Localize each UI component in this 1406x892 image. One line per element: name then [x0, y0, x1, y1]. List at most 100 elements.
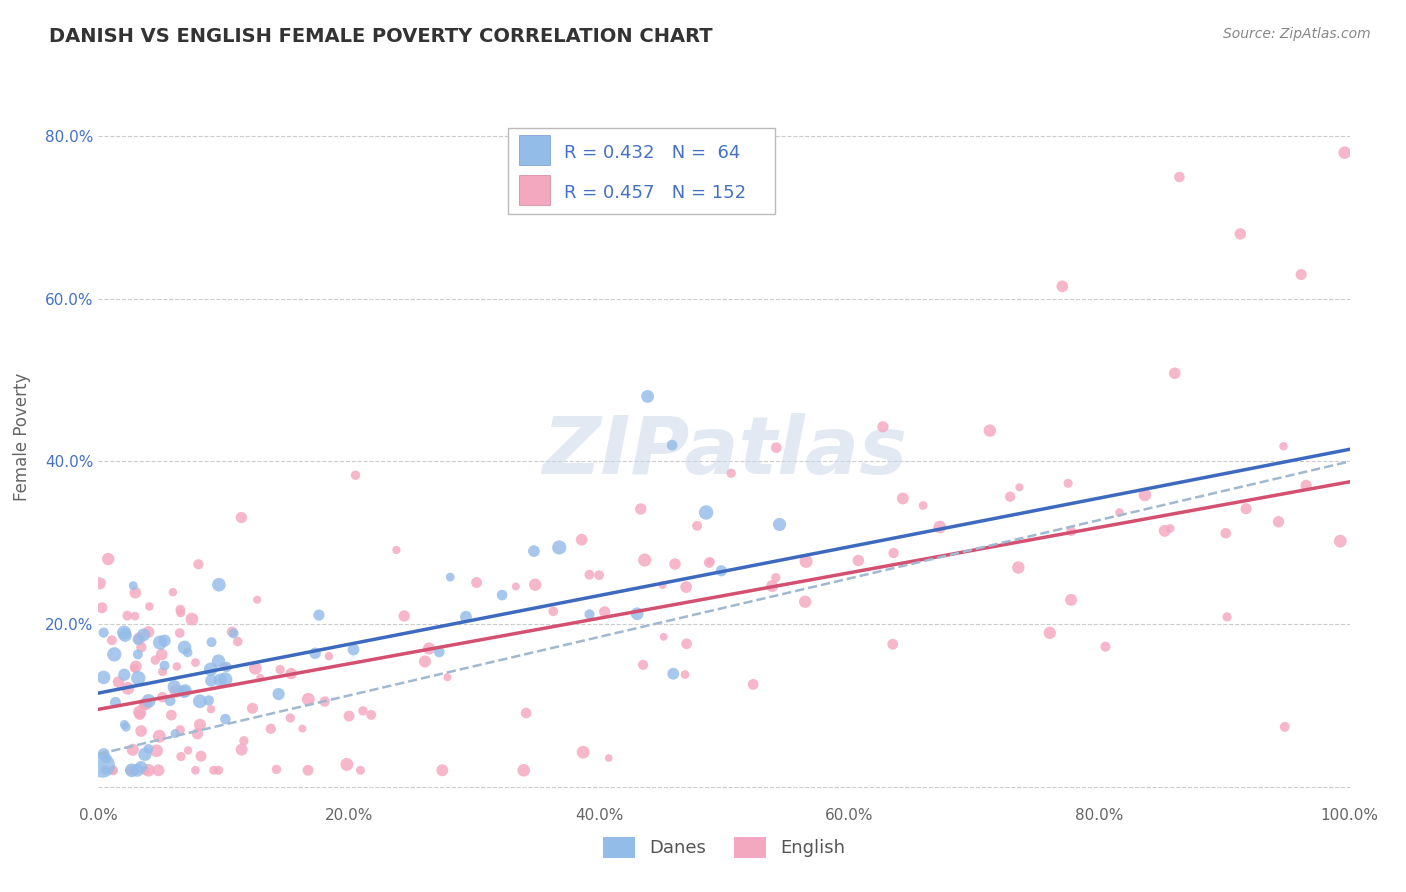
Point: [761, 579, 783, 593]
Point: [212, 659, 235, 673]
Point: [169, 606, 191, 620]
Point: [128, 707, 150, 722]
Point: [637, 389, 659, 403]
Point: [883, 546, 905, 560]
Point: [1164, 366, 1187, 380]
Point: [173, 640, 195, 655]
Point: [1052, 279, 1074, 293]
Point: [222, 626, 245, 640]
Point: [170, 749, 193, 764]
Point: [392, 609, 415, 624]
Point: [1094, 640, 1116, 654]
Point: [465, 575, 488, 590]
Point: [138, 599, 160, 614]
Point: [188, 694, 211, 708]
Point: [979, 424, 1001, 438]
Point: [93, 670, 115, 684]
Point: [1133, 488, 1156, 502]
Point: [174, 683, 197, 698]
Point: [673, 667, 696, 681]
Point: [872, 420, 894, 434]
Point: [349, 764, 371, 778]
Point: [1216, 610, 1239, 624]
Point: [153, 658, 176, 673]
Point: [207, 654, 229, 668]
Point: [626, 607, 648, 621]
Point: [304, 646, 326, 660]
Point: [134, 764, 156, 778]
Point: [699, 554, 721, 568]
Point: [184, 656, 207, 670]
Point: [138, 624, 160, 639]
Point: [127, 632, 149, 647]
Point: [103, 648, 125, 662]
Point: [112, 667, 135, 681]
Point: [1289, 268, 1312, 282]
Text: R = 0.432   N =  64: R = 0.432 N = 64: [564, 144, 740, 161]
Point: [794, 554, 817, 568]
Point: [104, 695, 127, 709]
Point: [145, 744, 167, 758]
Point: [794, 595, 817, 609]
Point: [710, 564, 733, 578]
Point: [91, 758, 114, 772]
Point: [135, 697, 157, 711]
Point: [207, 764, 229, 778]
Point: [578, 607, 600, 622]
Point: [686, 518, 709, 533]
Point: [177, 743, 200, 757]
Point: [675, 637, 697, 651]
Point: [385, 543, 408, 558]
Point: [221, 624, 243, 639]
Point: [124, 585, 146, 599]
Point: [208, 578, 231, 592]
Point: [631, 657, 654, 672]
Point: [138, 764, 160, 778]
Point: [1229, 227, 1251, 241]
Point: [1008, 480, 1031, 494]
Point: [336, 757, 359, 772]
Point: [1060, 592, 1083, 607]
Point: [114, 628, 136, 642]
Point: [1007, 560, 1029, 574]
Point: [165, 726, 187, 740]
Point: [200, 673, 222, 688]
Point: [121, 764, 143, 778]
Point: [127, 671, 149, 685]
Point: [215, 660, 238, 674]
Point: [891, 491, 914, 506]
Point: [148, 729, 170, 743]
Point: [432, 764, 454, 778]
Point: [128, 705, 150, 719]
Point: [593, 605, 616, 619]
Point: [200, 635, 222, 649]
Point: [308, 608, 330, 623]
Text: R = 0.457   N = 152: R = 0.457 N = 152: [564, 184, 747, 202]
Point: [93, 625, 115, 640]
Point: [150, 648, 173, 662]
Point: [1039, 625, 1062, 640]
Point: [124, 609, 146, 624]
Point: [209, 673, 232, 687]
Point: [720, 467, 742, 481]
Point: [1153, 524, 1175, 538]
Point: [112, 717, 135, 731]
Point: [162, 585, 184, 599]
Point: [176, 646, 198, 660]
Text: Source: ZipAtlas.com: Source: ZipAtlas.com: [1223, 27, 1371, 41]
Point: [128, 631, 150, 645]
Y-axis label: Female Poverty: Female Poverty: [13, 373, 31, 501]
Point: [129, 724, 152, 739]
Point: [695, 506, 717, 520]
Point: [588, 568, 610, 582]
Point: [115, 720, 138, 734]
Point: [166, 659, 188, 673]
Point: [578, 567, 600, 582]
Point: [173, 685, 195, 699]
Point: [143, 653, 166, 667]
Point: [454, 609, 477, 624]
Point: [318, 649, 340, 664]
Point: [413, 655, 436, 669]
Point: [165, 684, 187, 698]
Point: [186, 727, 208, 741]
